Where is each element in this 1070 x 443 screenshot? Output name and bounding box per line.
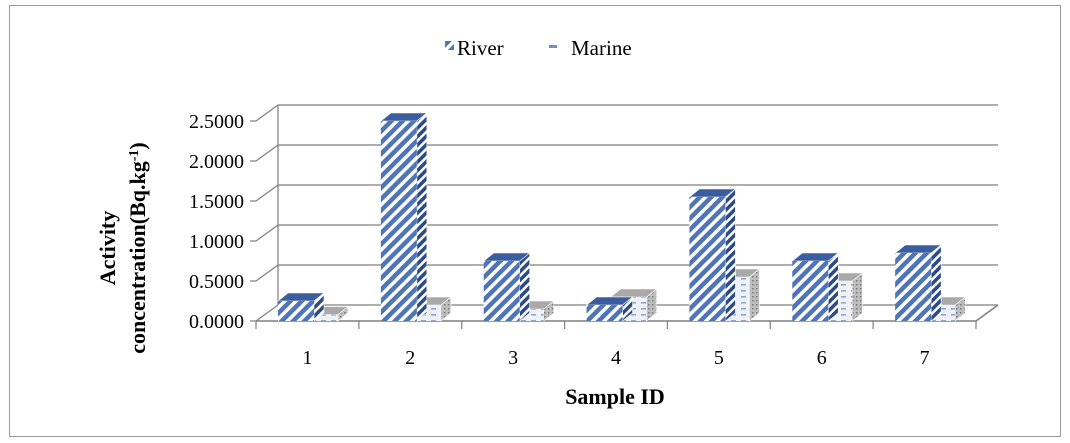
bar-river-1 <box>277 292 325 322</box>
bar-river-3 <box>482 252 531 322</box>
legend-label-river: River <box>457 36 504 60</box>
x-tick-label: 1 <box>302 347 312 369</box>
gridline-diag-3 <box>255 184 279 202</box>
bar-river-4-front <box>586 305 623 321</box>
legend-item-marine: Marine <box>549 36 632 60</box>
x-tick-label: 2 <box>405 347 415 369</box>
y-tick-label: 2.5000 <box>189 111 244 133</box>
tick-labels: 0.0000 0.5000 1.0000 1.5000 2.0000 2.5000 1 2 3 4… <box>189 111 930 369</box>
bar-river-3-front <box>483 261 520 321</box>
bars <box>277 112 966 322</box>
y-axis-title-line2: concentration(Bq.kg <box>125 161 150 354</box>
bar-river-5 <box>688 188 737 322</box>
bar-marine-6-side <box>851 272 863 322</box>
bar-river-6-side <box>827 252 839 322</box>
bar-river-5-front <box>689 197 726 321</box>
bar-river-6-front <box>792 261 829 321</box>
y-tick-label: 1.0000 <box>189 231 244 253</box>
bar-river-1-front <box>278 301 314 321</box>
legend-item-river: River <box>445 36 504 60</box>
y-tick-label: 2.0000 <box>189 151 244 173</box>
bar-river-4 <box>585 296 634 322</box>
x-axis-title: Sample ID <box>565 384 665 409</box>
gridlines <box>255 104 998 322</box>
gridline-diag-1 <box>255 264 279 282</box>
bar-river-6 <box>791 252 840 322</box>
y-axis-title: Activity concentration(Bq.kg-1) <box>95 142 150 354</box>
bar-river-2-side <box>416 112 428 322</box>
bar-river-7-front <box>895 253 932 321</box>
legend-swatch-marine <box>549 45 557 48</box>
x-tick-label: 7 <box>920 347 930 369</box>
bar-river-2 <box>380 112 428 322</box>
legend-label-marine: Marine <box>571 36 632 60</box>
x-tick-label: 6 <box>817 347 827 369</box>
bar-river-2-front <box>380 121 417 321</box>
bar-river-7 <box>894 244 942 322</box>
svg-text:concentration(Bq.kg-1): concentration(Bq.kg-1) <box>125 142 150 354</box>
gridline-diag-5 <box>255 104 279 122</box>
y-axis-title-line1: Activity <box>95 211 120 286</box>
legend: River Marine <box>445 36 632 60</box>
y-tick-label: 0.0000 <box>189 311 244 333</box>
bar-river-3-side <box>519 252 531 322</box>
bar-marine-1-front <box>302 314 338 321</box>
chart-frame <box>9 5 1061 437</box>
bar-river-7-side <box>930 244 942 322</box>
bar-river-5-side <box>725 188 736 322</box>
y-axis-title-close: ) <box>125 142 150 149</box>
gridline-diag-2 <box>255 224 279 242</box>
y-axis-title-superscript: -1 <box>127 150 142 162</box>
x-tick-label: 3 <box>508 347 518 369</box>
gridline-diag-4 <box>255 144 279 162</box>
x-tick-label: 4 <box>611 347 621 369</box>
legend-swatch-river <box>445 41 454 50</box>
bar-marine-5-side <box>749 268 760 322</box>
y-tick-label: 0.5000 <box>189 271 244 293</box>
y-tick-label: 1.5000 <box>189 191 244 213</box>
svg-text:Activity: Activity <box>95 211 120 286</box>
floor-right-edge <box>975 304 999 322</box>
x-tick-label: 5 <box>714 347 724 369</box>
gridline-diag-0 <box>255 304 279 322</box>
